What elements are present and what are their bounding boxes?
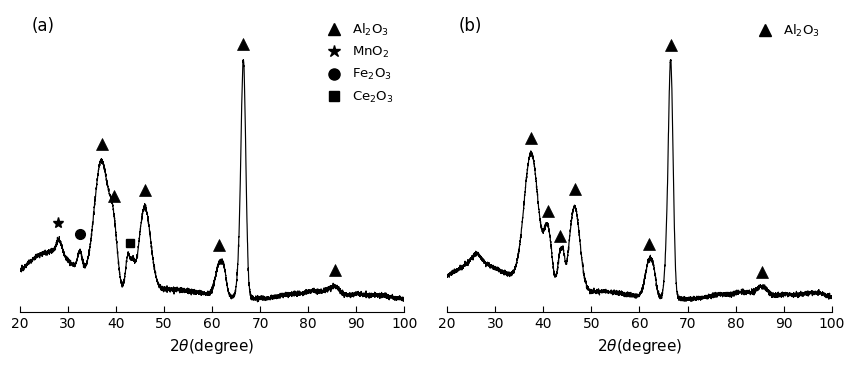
Legend: Al$_2$O$_3$, MnO$_2$, Fe$_2$O$_3$, Ce$_2$O$_3$: Al$_2$O$_3$, MnO$_2$, Fe$_2$O$_3$, Ce$_2…	[317, 18, 398, 109]
Text: (b): (b)	[459, 17, 482, 35]
X-axis label: $2\theta$(degree): $2\theta$(degree)	[597, 337, 682, 356]
Legend: Al$_2$O$_3$: Al$_2$O$_3$	[746, 18, 825, 44]
X-axis label: $2\theta$(degree): $2\theta$(degree)	[169, 337, 255, 356]
Text: (a): (a)	[32, 17, 55, 35]
